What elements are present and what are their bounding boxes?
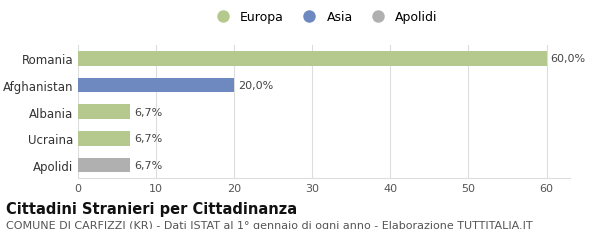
- Bar: [78, 52, 547, 66]
- Text: COMUNE DI CARFIZZI (KR) - Dati ISTAT al 1° gennaio di ogni anno - Elaborazione T: COMUNE DI CARFIZZI (KR) - Dati ISTAT al …: [6, 220, 533, 229]
- Text: 20,0%: 20,0%: [238, 81, 274, 91]
- Text: 60,0%: 60,0%: [550, 54, 586, 64]
- Bar: [78, 131, 130, 146]
- Bar: [78, 158, 130, 173]
- Legend: Europa, Asia, Apolidi: Europa, Asia, Apolidi: [205, 6, 443, 29]
- Text: 6,7%: 6,7%: [134, 160, 163, 170]
- Text: 6,7%: 6,7%: [134, 134, 163, 144]
- Bar: [78, 105, 130, 120]
- Text: Cittadini Stranieri per Cittadinanza: Cittadini Stranieri per Cittadinanza: [6, 202, 297, 216]
- Text: 6,7%: 6,7%: [134, 107, 163, 117]
- Bar: [78, 78, 234, 93]
